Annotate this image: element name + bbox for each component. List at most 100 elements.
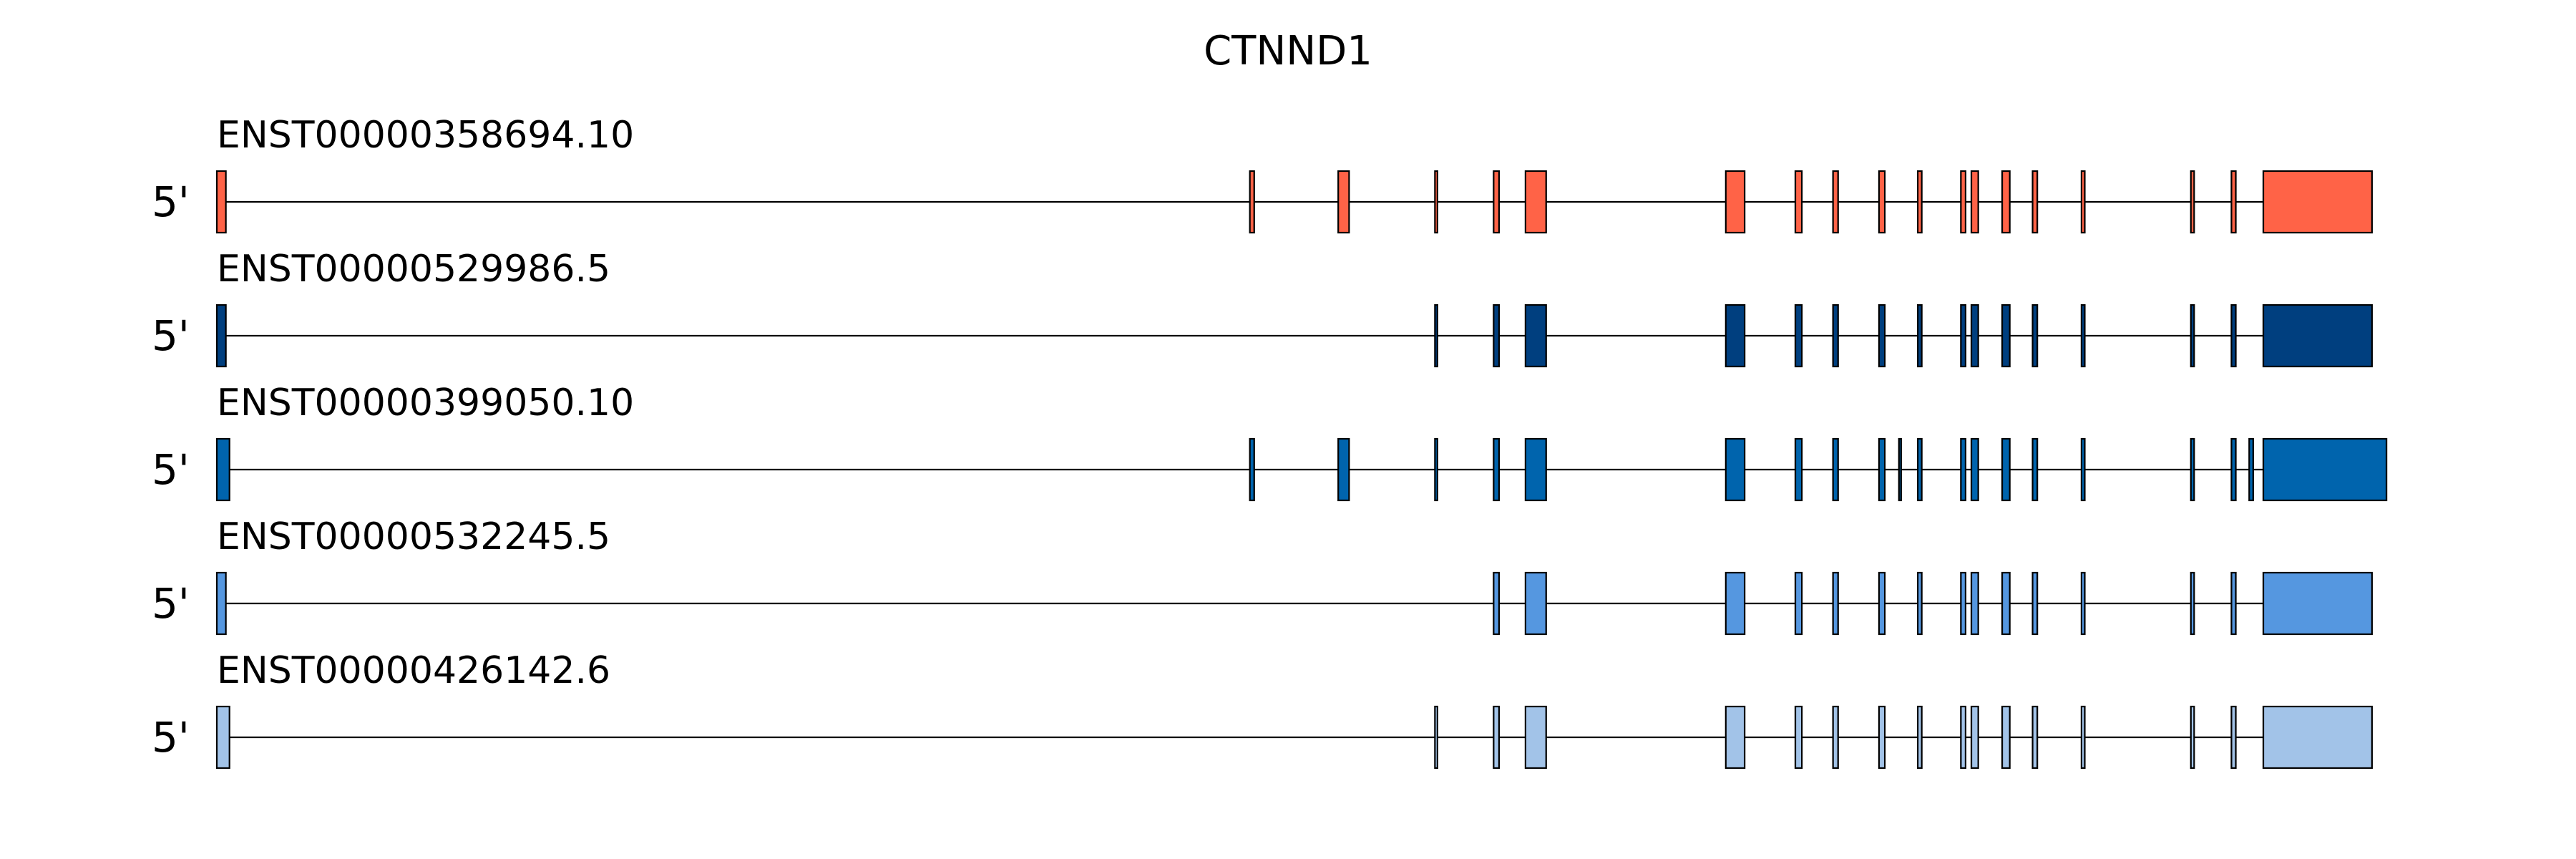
exon-block [2262,571,2373,636]
exon-block [1434,705,1438,770]
exon-block [2031,304,2039,368]
exon-block [2031,437,2039,502]
exon-block [1724,705,1746,770]
transcript-track: ENST00000358694.10 5' [152,114,2373,234]
exon-block [2230,304,2237,368]
exon-block [1794,705,1803,770]
exon-block [2230,571,2237,636]
exon-block [2031,571,2039,636]
exon-block [1917,170,1923,234]
exon-block [1898,437,1902,502]
exon-block [215,705,230,770]
diagram-title: CTNND1 [1204,28,1372,74]
exon-block [1917,304,1923,368]
exon-block [2262,705,2373,770]
exon-block [1337,170,1350,234]
exon-block [1724,170,1746,234]
exon-block [1524,571,1547,636]
transcript-id-label: ENST00000399050.10 [217,382,634,424]
exon-block [2080,571,2086,636]
exon-block [1917,437,1923,502]
exon-block [2001,170,2011,234]
strand-label: 5' [152,579,190,628]
exon-block [2190,304,2195,368]
exon-block [1724,571,1746,636]
exon-block [1434,304,1438,368]
strand-label: 5' [152,445,190,494]
exon-block [1794,437,1803,502]
exon-block [1970,170,1979,234]
exon-block [1970,437,1979,502]
exon-block [1970,571,1979,636]
exon-block [1917,705,1923,770]
exon-block [2001,705,2011,770]
exon-block [2230,437,2237,502]
exon-block [1960,170,1967,234]
exon-block [215,170,227,234]
exon-block [1493,705,1501,770]
exon-block [1832,170,1839,234]
exon-block [1249,170,1255,234]
transcript-id-label: ENST00000358694.10 [217,114,634,157]
strand-label: 5' [152,713,190,762]
exon-block [2230,705,2237,770]
exon-block [1960,437,1967,502]
exon-block [2031,705,2039,770]
exon-block [2190,170,2195,234]
exon-block [215,304,227,368]
exon-block [1970,705,1979,770]
exon-block [1878,437,1886,502]
exon-block [1794,170,1803,234]
exon-block [2230,170,2237,234]
exon-block [2190,571,2195,636]
exon-block [1794,571,1803,636]
exon-block [215,571,227,636]
transcript-track: ENST00000529986.5 5' [152,248,2373,368]
exon-block [1960,705,1967,770]
exon-block [2080,304,2086,368]
transcript-id-label: ENST00000532245.5 [217,515,610,558]
exon-block [1493,170,1501,234]
transcript-tracks: ENST00000358694.105'ENST00000529986.55'E… [152,114,2388,770]
transcript-id-label: ENST00000426142.6 [217,649,610,692]
exon-block [1794,304,1803,368]
exon-block [1878,304,1886,368]
exon-block [1878,705,1886,770]
exon-block [1434,437,1438,502]
exon-block [2001,437,2011,502]
strand-label: 5' [152,178,190,226]
exon-block [2001,571,2011,636]
exon-block [2262,170,2373,234]
exon-block [1337,437,1350,502]
transcript-id-label: ENST00000529986.5 [217,248,610,291]
exon-block [1524,170,1547,234]
transcript-track: ENST00000532245.5 5' [152,515,2373,636]
exon-block [215,437,230,502]
exon-block [1960,571,1967,636]
transcript-track: ENST00000426142.6 5' [152,649,2373,770]
exon-block [2190,705,2195,770]
exon-block [2190,437,2195,502]
exon-block [2080,437,2086,502]
exon-block [1960,304,1967,368]
exon-block [1878,170,1886,234]
exon-block [2262,304,2373,368]
exon-block [1832,437,1839,502]
exon-block [1724,437,1746,502]
exon-block [2262,437,2388,502]
exon-block [1878,571,1886,636]
exon-block [1249,437,1255,502]
exon-block [1832,304,1839,368]
exon-block [1724,304,1746,368]
exon-block [1524,705,1547,770]
exon-block [1493,437,1501,502]
exon-block [2080,705,2086,770]
exon-block [1493,571,1501,636]
exon-block [2080,170,2086,234]
exon-block [1832,571,1839,636]
transcript-track: ENST00000399050.10 5' [152,382,2388,502]
exon-block [1917,571,1923,636]
exon-block [1434,170,1438,234]
exon-block [2031,170,2039,234]
strand-label: 5' [152,311,190,360]
